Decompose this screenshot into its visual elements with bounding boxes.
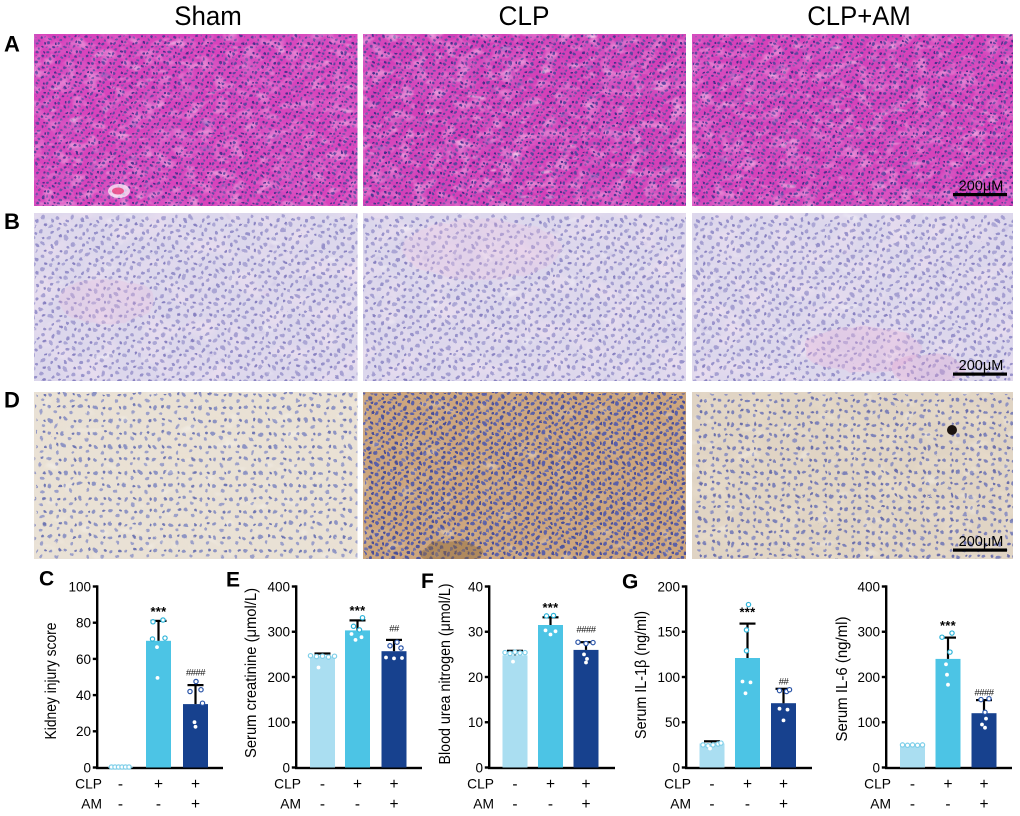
svg-text:+: +	[581, 796, 590, 813]
svg-text:300: 300	[267, 625, 290, 640]
svg-text:-: -	[320, 776, 325, 793]
svg-text:-: -	[910, 776, 915, 793]
svg-text:150: 150	[657, 625, 680, 640]
svg-text:60: 60	[76, 652, 91, 667]
svg-text:-: -	[118, 796, 123, 813]
svg-text:400: 400	[267, 579, 290, 594]
svg-text:AM: AM	[670, 797, 691, 812]
svg-text:-: -	[745, 796, 750, 813]
svg-text:+: +	[353, 776, 362, 793]
svg-text:+: +	[546, 776, 555, 793]
svg-text:100: 100	[267, 715, 290, 730]
svg-text:40: 40	[468, 579, 483, 594]
svg-text:##: ##	[389, 624, 400, 635]
svg-text:AM: AM	[280, 797, 301, 812]
svg-text:F: F	[421, 570, 434, 593]
svg-text:-: -	[118, 776, 123, 793]
svg-text:200μM: 200μM	[959, 358, 1004, 374]
svg-text:***: ***	[739, 605, 756, 620]
svg-text:-: -	[548, 796, 553, 813]
svg-text:0: 0	[475, 760, 483, 775]
svg-text:####: ####	[975, 688, 995, 699]
svg-text:CLP+AM: CLP+AM	[807, 1, 911, 31]
svg-text:100: 100	[857, 715, 880, 730]
svg-text:40: 40	[76, 688, 91, 703]
svg-text:300: 300	[857, 625, 880, 640]
svg-text:80: 80	[76, 616, 91, 631]
svg-text:CLP: CLP	[274, 777, 301, 792]
svg-text:30: 30	[468, 625, 483, 640]
svg-text:AM: AM	[473, 797, 494, 812]
svg-text:20: 20	[468, 670, 483, 685]
svg-text:+: +	[154, 776, 163, 793]
svg-text:-: -	[156, 796, 161, 813]
svg-text:Blood urea nitrogen (μmol/L): Blood urea nitrogen (μmol/L)	[437, 584, 454, 765]
svg-text:200: 200	[267, 670, 290, 685]
svg-text:Serum IL-1β (ng/ml): Serum IL-1β (ng/ml)	[633, 611, 650, 739]
svg-text:-: -	[709, 796, 714, 813]
svg-text:A: A	[4, 31, 20, 56]
svg-text:Sham: Sham	[174, 1, 242, 31]
svg-text:400: 400	[857, 579, 880, 594]
svg-text:AM: AM	[81, 797, 102, 812]
svg-text:+: +	[191, 796, 200, 813]
svg-text:20: 20	[76, 724, 91, 739]
svg-text:-: -	[709, 776, 714, 793]
svg-text:+: +	[581, 776, 590, 793]
svg-text:+: +	[191, 776, 200, 793]
svg-text:+: +	[943, 776, 952, 793]
svg-text:***: ***	[940, 618, 957, 633]
svg-text:CLP: CLP	[864, 777, 891, 792]
svg-text:***: ***	[542, 600, 559, 615]
svg-text:200: 200	[857, 670, 880, 685]
svg-text:-: -	[945, 796, 950, 813]
svg-text:-: -	[320, 796, 325, 813]
svg-text:200μM: 200μM	[959, 179, 1004, 195]
svg-text:B: B	[4, 209, 20, 234]
svg-text:D: D	[4, 388, 20, 413]
svg-text:C: C	[39, 568, 54, 591]
svg-text:0: 0	[672, 760, 680, 775]
svg-text:-: -	[355, 796, 360, 813]
svg-text:-: -	[512, 796, 517, 813]
svg-text:0: 0	[83, 760, 91, 775]
svg-text:+: +	[979, 796, 988, 813]
svg-text:##: ##	[779, 677, 790, 688]
svg-text:-: -	[910, 796, 915, 813]
svg-text:G: G	[622, 571, 638, 594]
svg-text:CLP: CLP	[75, 777, 102, 792]
svg-text:50: 50	[665, 715, 680, 730]
svg-text:100: 100	[657, 670, 680, 685]
svg-text:Serum creatinine (μmol/L): Serum creatinine (μmol/L)	[243, 588, 260, 758]
svg-text:10: 10	[468, 715, 483, 730]
svg-text:-: -	[512, 776, 517, 793]
svg-text:***: ***	[349, 603, 366, 618]
svg-text:200μM: 200μM	[959, 534, 1004, 550]
svg-text:***: ***	[150, 604, 167, 619]
svg-text:####: ####	[186, 668, 206, 679]
svg-text:Kidney injury score: Kidney injury score	[43, 622, 60, 739]
svg-text:+: +	[743, 776, 752, 793]
svg-text:Serum IL-6 (ng/ml): Serum IL-6 (ng/ml)	[834, 617, 851, 742]
svg-text:+: +	[979, 776, 988, 793]
svg-text:0: 0	[872, 760, 880, 775]
svg-text:100: 100	[68, 579, 91, 594]
svg-text:CLP: CLP	[467, 777, 494, 792]
svg-text:####: ####	[577, 625, 597, 636]
svg-text:+: +	[779, 776, 788, 793]
svg-text:CLP: CLP	[499, 1, 550, 31]
svg-text:E: E	[226, 569, 240, 592]
svg-text:AM: AM	[870, 797, 891, 812]
svg-text:+: +	[389, 776, 398, 793]
svg-text:CLP: CLP	[664, 777, 691, 792]
svg-text:0: 0	[282, 760, 290, 775]
svg-text:+: +	[389, 796, 398, 813]
svg-text:200: 200	[657, 579, 680, 594]
svg-text:+: +	[779, 796, 788, 813]
